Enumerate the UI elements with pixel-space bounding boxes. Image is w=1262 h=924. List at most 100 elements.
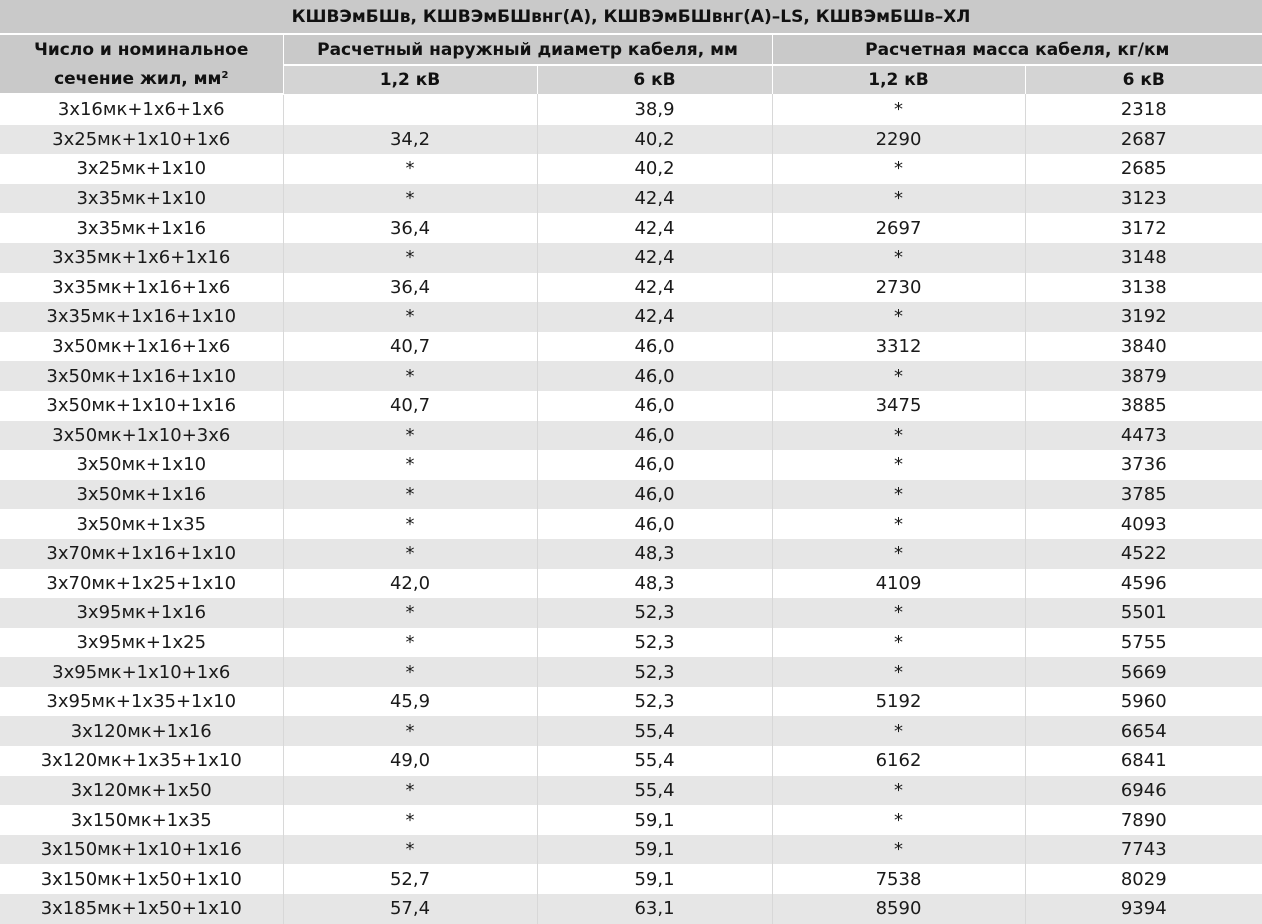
- mass-1-2kv-cell: 2290: [771, 124, 1025, 155]
- mass-1-2kv-cell: *: [771, 450, 1025, 480]
- mass-6kv-cell: 3138: [1024, 272, 1262, 303]
- table-row: 3х35мк+1х16+1х6 36,4 42,4 2730 3138: [0, 272, 1262, 303]
- diameter-6kv-cell: 46,0: [536, 420, 772, 451]
- diameter-1-2kv-cell: *: [282, 716, 537, 747]
- table-row: 3х35мк+1х10 * 42,4 * 3123: [0, 183, 1262, 214]
- mass-1-2kv-cell: *: [771, 302, 1025, 332]
- mass-6kv-cell: 5755: [1024, 627, 1262, 658]
- mass-6kv-cell: 3785: [1024, 479, 1262, 510]
- mass-1-2kv-cell: 3312: [771, 331, 1025, 362]
- table-title: КШВЭмБШв, КШВЭмБШвнг(А), КШВЭмБШвнг(А)–L…: [0, 0, 1262, 35]
- mass-1-2kv-cell: 7538: [771, 864, 1025, 895]
- diameter-1-2kv-cell: *: [282, 420, 537, 451]
- mass-6kv-cell: 9394: [1024, 894, 1262, 924]
- table-row: 3х150мк+1х35 * 59,1 * 7890: [0, 805, 1262, 835]
- mass-6kv-cell: 2687: [1024, 124, 1262, 155]
- diameter-1-2kv-cell: *: [282, 479, 537, 510]
- mass-6kv-cell: 4596: [1024, 568, 1262, 599]
- mass-1-2kv-cell: 3475: [771, 390, 1025, 421]
- mass-6kv-cell: 4522: [1024, 538, 1262, 569]
- cores-cell: 3х50мк+1х35: [76, 513, 207, 535]
- diameter-6kv-cell: 55,4: [536, 746, 772, 776]
- diameter-1-2kv-cell: *: [282, 805, 537, 835]
- diameter-1-2kv-cell: *: [282, 598, 537, 628]
- diameter-1-2kv-cell: *: [282, 154, 537, 184]
- diameter-1-2kv-cell: *: [282, 627, 537, 658]
- cores-cell: 3х185мк+1х50+1х10: [0, 894, 283, 924]
- cores-cell: 3х95мк+1х25: [76, 631, 207, 653]
- mass-1-2kv-cell: 2697: [771, 213, 1025, 243]
- diameter-voltage-1-2kv: 1,2 кВ: [282, 65, 537, 94]
- diameter-1-2kv-cell: *: [282, 450, 537, 480]
- mass-6kv-cell: 4093: [1024, 509, 1262, 539]
- mass-1-2kv-cell: 8590: [771, 894, 1025, 924]
- diameter-1-2kv-cell: 52,7: [282, 864, 537, 895]
- cores-cell: 3х50мк+1х10: [76, 454, 207, 476]
- mass-6kv-cell: 5960: [1024, 686, 1262, 717]
- mass-1-2kv-cell: *: [771, 94, 1025, 125]
- cores-cell: 3х120мк+1х35+1х10: [40, 750, 242, 772]
- table-row: 3х120мк+1х35+1х10 49,0 55,4 6162 6841: [0, 746, 1262, 776]
- diameter-1-2kv-cell: *: [282, 834, 537, 865]
- cores-cell: 3х95мк+1х16: [0, 598, 283, 628]
- mass-column-header: Расчетная масса кабеля, кг/км: [771, 34, 1262, 66]
- mass-6kv-cell: 3879: [1024, 361, 1262, 391]
- cores-cell: 3х50мк+1х10+3х6: [0, 420, 283, 451]
- diameter-6kv-cell: 42,4: [536, 242, 772, 273]
- cores-cell: 3х150мк+1х10+1х16: [0, 834, 283, 865]
- diameter-6kv-cell: 52,3: [536, 657, 772, 687]
- mass-1-2kv-cell: *: [771, 627, 1025, 658]
- cores-cell: 3х70мк+1х16+1х10: [0, 538, 283, 569]
- mass-1-2kv-cell: *: [771, 361, 1025, 391]
- diameter-1-2kv-cell: *: [282, 361, 537, 391]
- table-row: 3х25мк+1х10+1х6 34,2 40,2 2290 2687: [0, 124, 1262, 155]
- table-row: 3х35мк+1х16+1х10 * 42,4 * 3192: [0, 302, 1262, 332]
- table-row: 3х150мк+1х10+1х16 * 59,1 * 7743: [0, 834, 1262, 865]
- diameter-6kv-cell: 46,0: [536, 509, 772, 539]
- mass-voltage-6kv: 6 кВ: [1024, 65, 1262, 94]
- diameter-6kv-cell: 52,3: [536, 686, 772, 717]
- mass-6kv-cell: 5501: [1024, 598, 1262, 628]
- cores-cell: 3х16мк+1х6+1х6: [57, 99, 225, 121]
- cores-cell: 3х150мк+1х50+1х10: [40, 868, 242, 890]
- mass-6kv-cell: 3148: [1024, 242, 1262, 273]
- cores-cell: 3х25мк+1х10+1х6: [0, 124, 283, 155]
- mass-1-2kv-cell: 4109: [771, 568, 1025, 599]
- cores-cell: 3х120мк+1х16: [0, 716, 283, 747]
- cores-cell: 3х70мк+1х25+1х10: [46, 572, 237, 594]
- cores-cell: 3х35мк+1х6+1х16: [0, 242, 283, 273]
- diameter-6kv-cell: 42,4: [536, 183, 772, 214]
- cores-cell: 3х120мк+1х50: [0, 775, 283, 806]
- diameter-1-2kv-cell: *: [282, 538, 537, 569]
- table-row: 3х50мк+1х16+1х10 * 46,0 * 3879: [0, 361, 1262, 391]
- param-header-line2: сечение жил, мм: [54, 68, 222, 89]
- cores-cell: 3х50мк+1х16+1х6: [52, 336, 231, 358]
- table-row: 3х35мк+1х6+1х16 * 42,4 * 3148: [0, 242, 1262, 273]
- mass-6kv-cell: 3736: [1024, 450, 1262, 480]
- table-row: 3х16мк+1х6+1х6 38,9 * 2318: [0, 94, 1262, 125]
- diameter-1-2kv-cell: *: [282, 657, 537, 687]
- mass-1-2kv-cell: *: [771, 538, 1025, 569]
- diameter-column-header: Расчетный наружный диаметр кабеля, мм: [282, 34, 772, 66]
- table-row: 3х95мк+1х25 * 52,3 * 5755: [0, 627, 1262, 658]
- diameter-voltage-6kv: 6 кВ: [536, 65, 772, 94]
- table-row: 3х95мк+1х10+1х6 * 52,3 * 5669: [0, 657, 1262, 687]
- cores-cell: 3х150мк+1х35: [70, 809, 212, 831]
- diameter-6kv-cell: 48,3: [536, 538, 772, 569]
- table-row: 3х50мк+1х10+3х6 * 46,0 * 4473: [0, 420, 1262, 451]
- diameter-6kv-cell: 48,3: [536, 568, 772, 599]
- diameter-1-2kv-cell: [282, 94, 537, 125]
- param-column-header: Число и номинальное сечение жил, мм2: [0, 34, 283, 95]
- mass-1-2kv-cell: *: [771, 479, 1025, 510]
- mass-6kv-cell: 5669: [1024, 657, 1262, 687]
- diameter-6kv-cell: 38,9: [536, 94, 772, 125]
- mass-1-2kv-cell: *: [771, 716, 1025, 747]
- mass-1-2kv-cell: *: [771, 657, 1025, 687]
- table-row: 3х50мк+1х35 * 46,0 * 4093: [0, 509, 1262, 539]
- mass-1-2kv-cell: *: [771, 805, 1025, 835]
- mass-1-2kv-cell: *: [771, 775, 1025, 806]
- cores-cell: 3х35мк+1х10: [0, 183, 283, 214]
- param-header-sup: 2: [221, 69, 229, 81]
- cores-cell: 3х95мк+1х10+1х6: [0, 657, 283, 687]
- mass-1-2kv-cell: 2730: [771, 272, 1025, 303]
